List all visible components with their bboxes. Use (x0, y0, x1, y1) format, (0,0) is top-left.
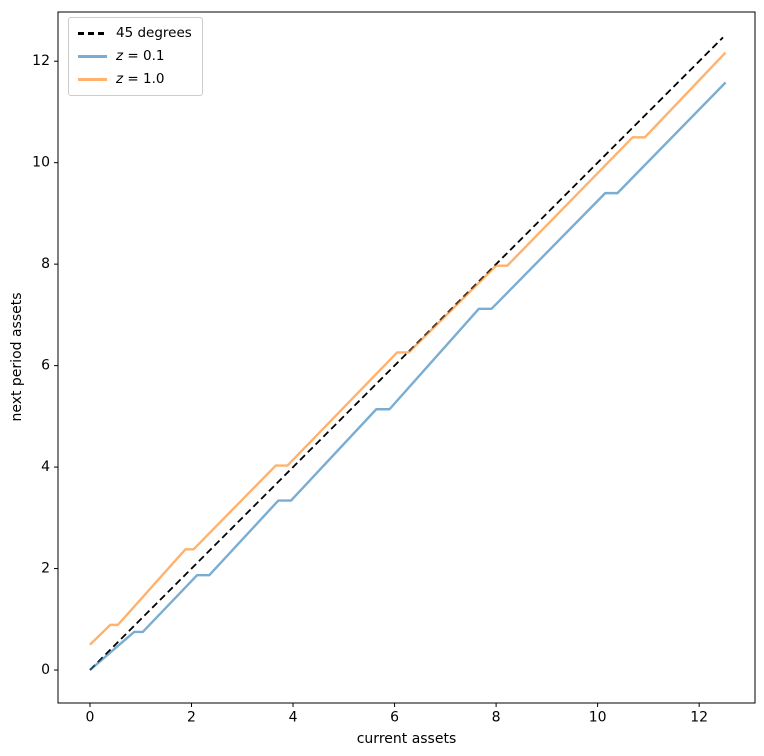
y-tick-label: 12 (32, 53, 50, 69)
legend-line-z-0.1-icon (78, 55, 107, 58)
y-tick-label: 8 (41, 256, 50, 272)
legend-label: 45 degrees (116, 25, 192, 42)
series-line-z-=-0.1 (89, 81, 727, 671)
x-tick-label: 4 (289, 710, 298, 726)
legend-item-z-0.1: z = 0.1 (78, 48, 192, 65)
series-line-45-degrees (89, 36, 724, 671)
y-tick-label: 10 (32, 155, 50, 171)
y-axis-label: next period assets (9, 292, 25, 422)
x-tick-label: 12 (690, 710, 708, 726)
legend-item-45-degrees: 45 degrees (78, 25, 192, 42)
x-tick-label: 8 (492, 710, 501, 726)
legend-line-z-1.0-icon (78, 78, 107, 81)
series-line-z-=-1.0 (89, 51, 727, 646)
y-tick-label: 0 (41, 662, 50, 678)
legend-line-45-degrees-icon (78, 32, 107, 35)
x-axis-label: current assets (356, 731, 457, 747)
legend-label-var: z (116, 71, 124, 87)
y-tick-label: 6 (41, 358, 50, 374)
x-tick-label: 2 (187, 710, 196, 726)
y-tick-label: 4 (41, 459, 50, 475)
x-tick-label: 6 (390, 710, 399, 726)
y-tick-label: 2 (41, 561, 50, 577)
x-tick-label: 10 (589, 710, 607, 726)
legend-label-text: = 1.0 (123, 71, 165, 87)
x-tick-label: 0 (86, 710, 95, 726)
legend-label: z = 1.0 (116, 71, 164, 88)
legend: 45 degrees z = 0.1 z = 1.0 (68, 17, 203, 96)
axes-spines (57, 11, 756, 704)
legend-label-text: 45 degrees (116, 25, 192, 41)
legend-item-z-1.0: z = 1.0 (78, 71, 192, 88)
legend-label-var: z (116, 48, 124, 64)
legend-label-text: = 0.1 (123, 48, 165, 64)
legend-label: z = 0.1 (116, 48, 164, 65)
